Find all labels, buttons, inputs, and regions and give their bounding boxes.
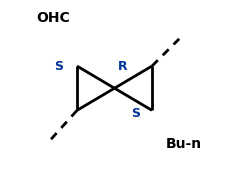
Text: S: S [131, 107, 141, 120]
Text: Bu-n: Bu-n [166, 137, 202, 151]
Text: S: S [55, 60, 63, 72]
Text: R: R [118, 60, 128, 72]
Text: OHC: OHC [36, 11, 70, 25]
